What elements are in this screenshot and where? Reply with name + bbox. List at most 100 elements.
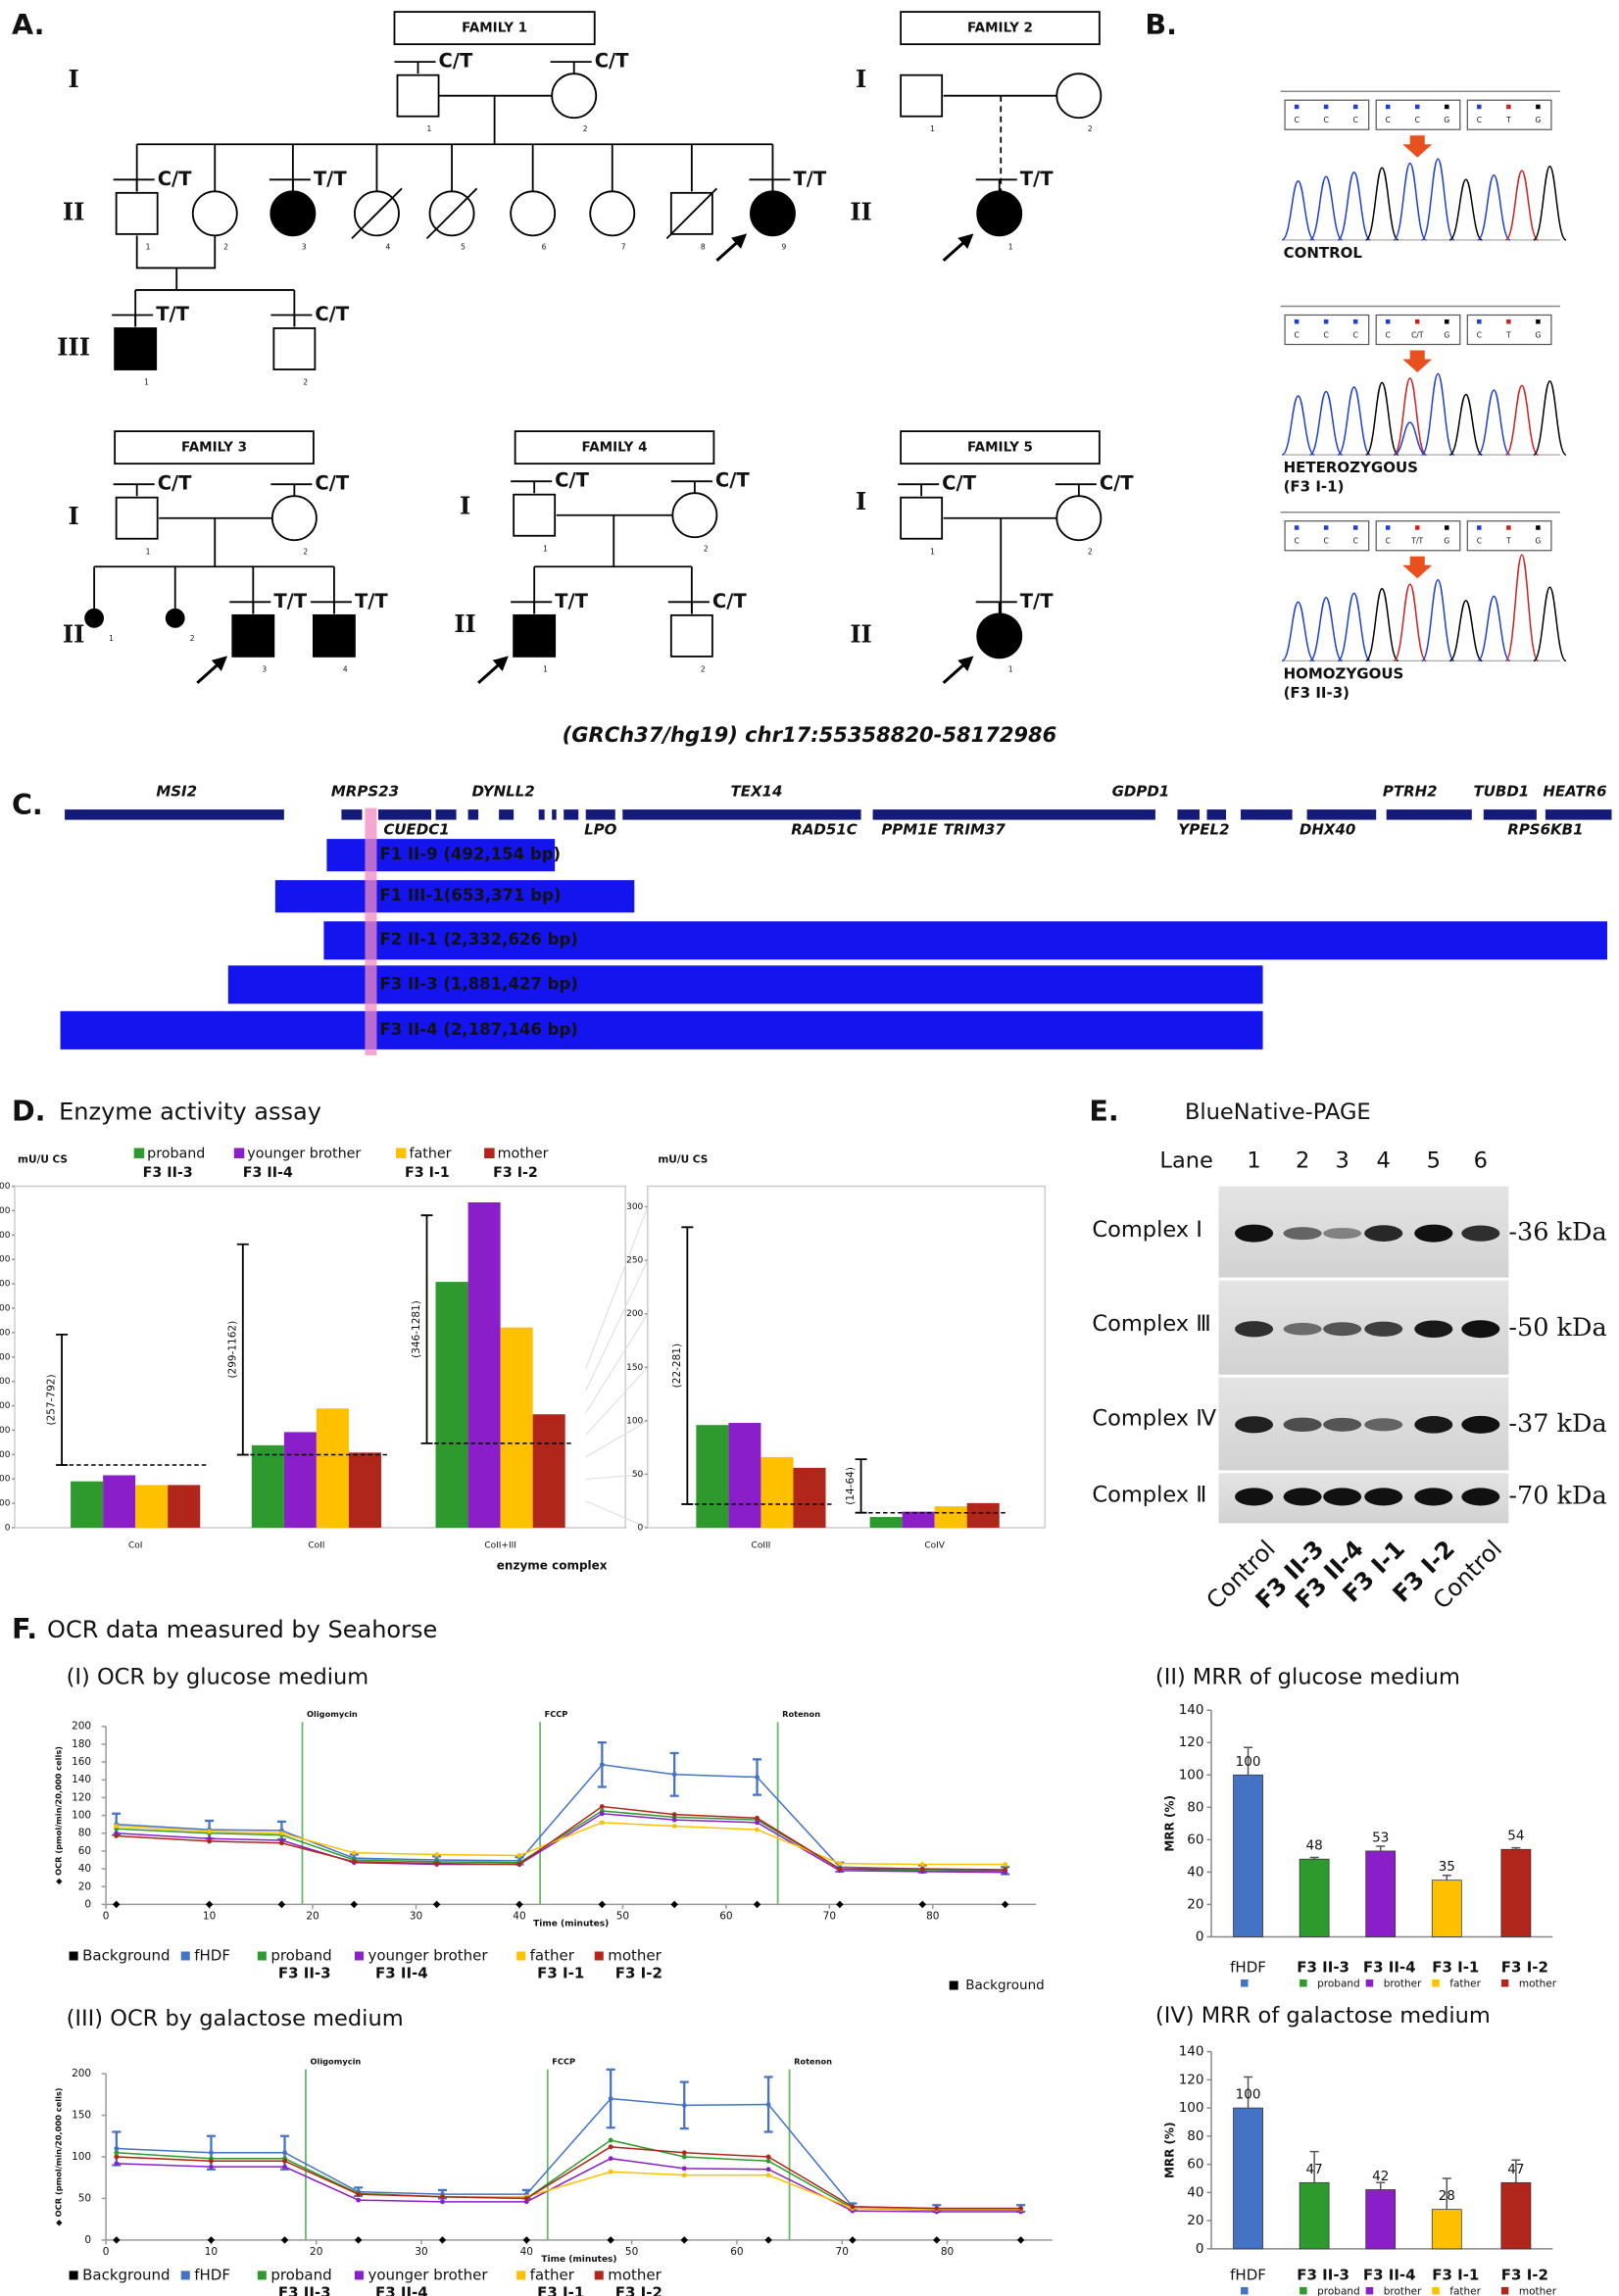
base: C: [1477, 330, 1482, 339]
generation-label: II: [63, 197, 84, 225]
bar: [1233, 1774, 1263, 1937]
trace-peak: [1281, 395, 1315, 456]
legend-swatch: [1432, 2286, 1440, 2295]
individual: [114, 327, 158, 370]
bar: [1431, 2209, 1462, 2250]
individual: [513, 613, 557, 658]
error-bar: [1376, 1845, 1386, 1851]
y-tick-label: 20: [1187, 2213, 1203, 2228]
chart-title: (III) OCR by galactose medium: [67, 2006, 404, 2031]
individual: [272, 327, 317, 370]
marker: [114, 2150, 120, 2156]
genotype-line: [270, 483, 313, 497]
genotype: C/T: [315, 472, 349, 495]
pedigree-lines: [134, 94, 774, 327]
marker: [919, 1862, 925, 1867]
injection-label: Oligomycin: [310, 2057, 361, 2067]
marker: [599, 1820, 605, 1826]
band: [1364, 1225, 1403, 1242]
marker: [114, 1824, 120, 1829]
injection-label: Rotenon: [782, 1709, 820, 1719]
y-tick-label: 400: [0, 1426, 11, 1436]
x-tick-label: F3 I-1: [1432, 2266, 1479, 2283]
genotype: T/T: [156, 303, 189, 325]
marker: [114, 1833, 120, 1838]
x-tick-label: F3 II-4: [1363, 1959, 1416, 1977]
genotype-line: [749, 178, 791, 192]
y-tick-label: 100: [1179, 1767, 1204, 1783]
base: G: [1535, 330, 1541, 339]
legend-label: younger brother: [368, 1946, 488, 1964]
trace-peak: [1477, 174, 1511, 241]
x-sublabel: proband: [1317, 2285, 1360, 2296]
y-tick-label: 900: [0, 1303, 11, 1313]
marker: [209, 2150, 214, 2156]
proband-arrow: [196, 656, 228, 685]
marker: [1003, 1867, 1008, 1873]
base-marker: [1352, 104, 1358, 110]
marker: [516, 1853, 522, 1858]
gene-block: [622, 809, 861, 820]
legend-sublabel: F3 II-4: [375, 2283, 428, 2296]
marker: [753, 1900, 761, 1909]
gene-name: MRPS23: [331, 783, 399, 801]
legend-label: Background: [82, 1946, 171, 1964]
series-line: [116, 2139, 1021, 2212]
trace-peak: [1308, 390, 1344, 456]
generation-label: II: [454, 610, 475, 638]
legend-label: proband: [147, 1147, 205, 1162]
genotype-line: [975, 601, 1017, 614]
base-marker: [1477, 318, 1482, 324]
marker: [434, 1861, 440, 1867]
legend-label: fHDF: [194, 1946, 230, 1964]
series-line: [116, 1810, 1006, 1873]
marker: [354, 2236, 363, 2244]
size-label: -70 kDa: [1508, 1481, 1606, 1510]
member-number: 1: [930, 124, 935, 133]
proband-arrow: [715, 233, 748, 263]
x-tick-label: F3 I-1: [1432, 1959, 1479, 1977]
individual: [84, 608, 105, 628]
x-sublabel: father: [1449, 1978, 1481, 1990]
generation-label: II: [850, 197, 871, 225]
deceased-mark: [665, 187, 718, 240]
individual: [671, 492, 718, 539]
genotype-line: [670, 480, 712, 494]
x-tick-label: 70: [836, 2246, 849, 2258]
base-marker: [1445, 318, 1449, 324]
band: [1283, 1227, 1322, 1241]
individual: [270, 495, 318, 542]
band: [1235, 1224, 1274, 1243]
trace-peak: [1393, 163, 1427, 241]
y-tick-label: 120: [1179, 1734, 1204, 1750]
gene-block: [1386, 809, 1472, 820]
value-label: 53: [1372, 1830, 1389, 1845]
member-number: 2: [701, 664, 706, 673]
bar: [1500, 1848, 1532, 1937]
series-line: [116, 2157, 1021, 2213]
member-number: 4: [343, 664, 348, 673]
y-tick-label: 80: [1187, 2128, 1203, 2144]
marker: [351, 1859, 357, 1865]
deletion-label: F3 II-3 (1,881,427 bp): [379, 974, 577, 993]
base: C: [1294, 537, 1299, 546]
chart-title: Enzyme activity assay: [59, 1098, 321, 1125]
lane-number: 5: [1427, 1148, 1441, 1174]
bar: [500, 1327, 533, 1528]
bar: [283, 1432, 317, 1528]
series-line: [116, 2156, 1021, 2211]
band: [1323, 1322, 1362, 1337]
x-tick-label: CoII: [308, 1540, 324, 1550]
deletion-bar: [274, 880, 635, 913]
lane-number: 4: [1377, 1148, 1391, 1174]
band: [1235, 1488, 1274, 1506]
series-line: [116, 2146, 1021, 2210]
member-number: 1: [146, 547, 151, 556]
genotype-class: HOMOZYGOUS: [1284, 664, 1404, 682]
deletion-bar: [60, 1010, 1263, 1050]
y2-tick-label: 250: [626, 1256, 643, 1266]
gene-name: DYNLL2: [471, 783, 534, 801]
bar: [696, 1425, 729, 1528]
gene-name: TRIM37: [944, 821, 1006, 839]
